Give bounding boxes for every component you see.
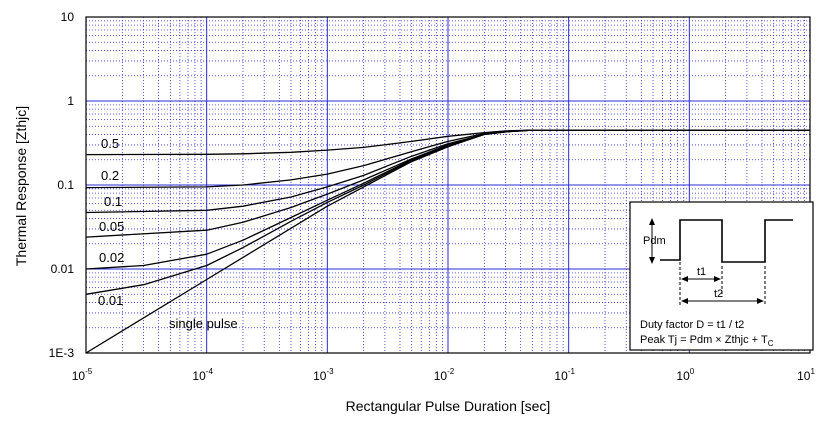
curve-label: single pulse — [169, 316, 238, 331]
x-tick-base: 10 — [797, 369, 811, 383]
x-tick-label: 10-1 — [554, 367, 575, 383]
peak-tj-subscript: C — [768, 339, 774, 348]
x-tick-base: 10 — [676, 369, 690, 383]
pdm-label: Pdm — [643, 235, 666, 247]
curve-label: 0.5 — [101, 136, 119, 151]
curve-label: 0.1 — [104, 194, 122, 209]
x-tick-label: 10-2 — [434, 367, 455, 383]
x-tick-base: 10 — [72, 369, 86, 383]
t2-label: t2 — [714, 288, 723, 300]
curve-label: 0.02 — [99, 250, 124, 265]
curve-label: 0.01 — [98, 293, 123, 308]
x-tick-exponent: -5 — [85, 367, 93, 376]
x-tick-label: 101 — [797, 367, 815, 383]
y-axis-title: Thermal Response [Zthjc] — [13, 106, 29, 266]
pdm-arrow-down-icon — [649, 257, 655, 264]
x-tick-exponent: 0 — [690, 367, 695, 376]
duty-factor-inset: Pdm t1 t2 Duty factor D = t1 / t2 Peak T… — [629, 201, 814, 351]
y-tick-label: 0.1 — [57, 178, 74, 192]
t2-arrow-left-icon — [681, 298, 688, 304]
x-tick-label: 100 — [676, 367, 694, 383]
curve-single-pulse — [85, 129, 810, 354]
y-tick-label: 1E-3 — [49, 346, 75, 360]
peak-tj-main: Peak Tj = Pdm × Zthjc + T — [640, 334, 768, 346]
x-tick-exponent: -2 — [447, 367, 455, 376]
x-tick-exponent: -1 — [568, 367, 576, 376]
x-tick-base: 10 — [434, 369, 448, 383]
curve-label: 0.05 — [99, 219, 124, 234]
duty-factor-text: Duty factor D = t1 / t2 — [640, 319, 744, 331]
t1-arrow-right-icon — [714, 276, 721, 282]
t2-arrow-right-icon — [757, 298, 764, 304]
plot-frame — [85, 16, 811, 354]
curves — [85, 129, 810, 354]
x-tick-label: 10-5 — [72, 367, 93, 383]
y-tick-label: 0.01 — [51, 262, 75, 276]
x-tick-exponent: 1 — [810, 367, 815, 376]
curve-label: 0.2 — [101, 168, 119, 183]
pdm-arrow-up-icon — [649, 218, 655, 225]
y-tick-label: 10 — [61, 10, 75, 24]
y-tick-label: 1 — [67, 94, 74, 108]
t1-label: t1 — [697, 266, 706, 278]
peak-tj-text: Peak Tj = Pdm × Zthjc + TC — [640, 334, 774, 348]
t1-arrow-left-icon — [681, 276, 688, 282]
x-tick-base: 10 — [313, 369, 327, 383]
x-tick-base: 10 — [554, 369, 568, 383]
x-tick-base: 10 — [192, 369, 206, 383]
curve-labels: 0.5 0.2 0.1 0.05 0.02 0.01 single pulse — [98, 136, 238, 331]
y-tick-labels: 10 1 0.1 0.01 1E-3 — [49, 10, 75, 360]
x-tick-label: 10-3 — [313, 367, 334, 383]
x-tick-exponent: -3 — [326, 367, 334, 376]
x-tick-labels: 10-5 10-4 10-3 10-2 10-1 100 101 — [72, 367, 816, 383]
x-axis-title: Rectangular Pulse Duration [sec] — [346, 398, 551, 414]
pulse-waveform — [660, 219, 793, 263]
x-tick-label: 10-4 — [192, 367, 213, 383]
x-tick-exponent: -4 — [206, 367, 214, 376]
